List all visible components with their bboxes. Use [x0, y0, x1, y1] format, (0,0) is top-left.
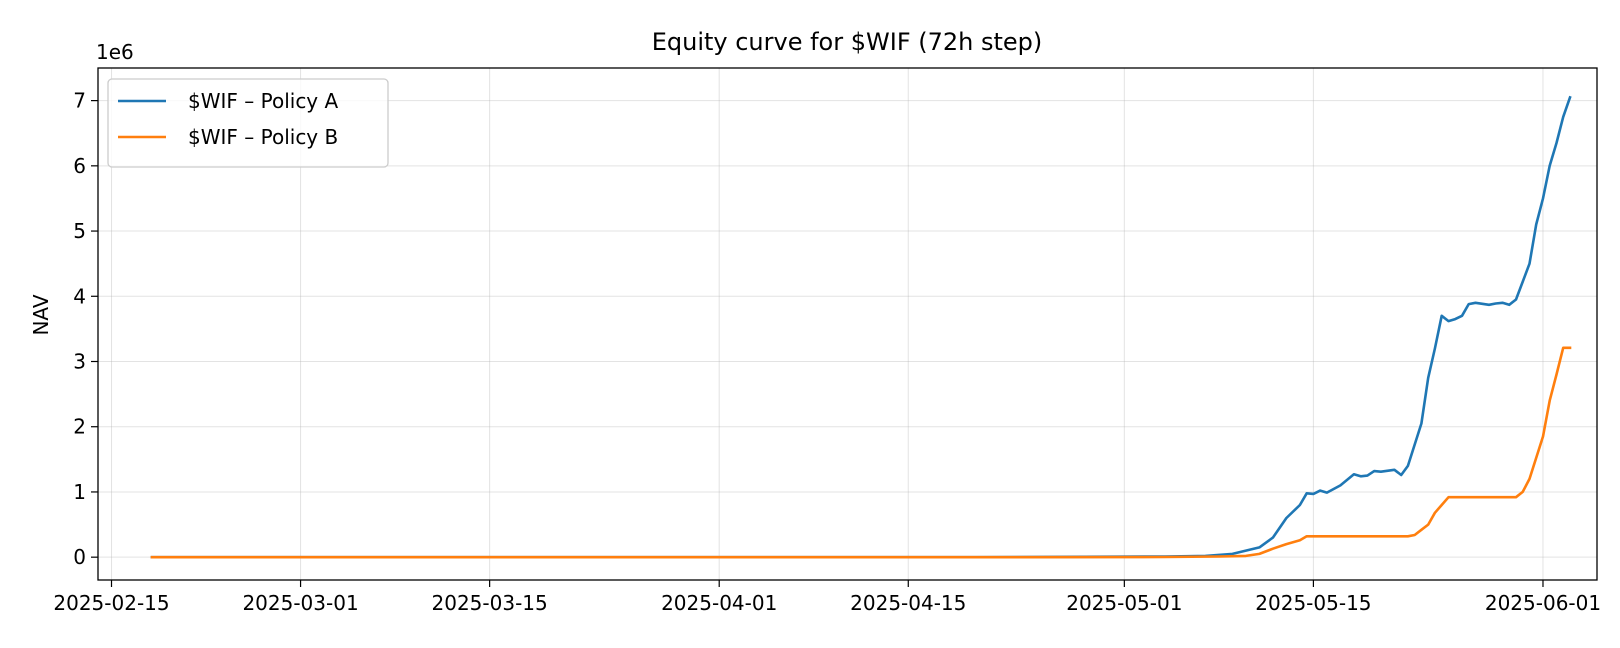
y-tick-label: 1 [73, 480, 86, 504]
x-tick-label: 2025-05-15 [1255, 591, 1371, 615]
x-tick-label: 2025-03-01 [242, 591, 358, 615]
y-tick-label: 4 [73, 284, 86, 308]
x-tick-label: 2025-04-15 [850, 591, 966, 615]
legend: $WIF – Policy A $WIF – Policy B [107, 78, 389, 168]
axis-ticks: 2025-02-15 2025-03-01 2025-03-15 2025-04-01… [53, 89, 1601, 615]
x-tick-label: 2025-03-15 [432, 591, 548, 615]
x-tick-label: 2025-02-15 [53, 591, 169, 615]
series-lines [150, 95, 1572, 559]
y-tick-label: 5 [73, 219, 86, 243]
y-tick-label: 2 [73, 415, 86, 439]
legend-label: $WIF – Policy A [188, 89, 339, 113]
y-axis-label: NAV [29, 294, 53, 335]
y-tick-label: 7 [73, 89, 86, 113]
series-line-policy-a [150, 95, 1572, 559]
legend-label: $WIF – Policy B [188, 125, 338, 149]
y-tick-label: 3 [73, 350, 86, 374]
x-tick-label: 2025-06-01 [1485, 591, 1601, 615]
series-line-policy-b [150, 346, 1572, 559]
y-tick-label: 0 [73, 545, 86, 569]
plot-frame [97, 67, 1598, 581]
legend-box [107, 78, 389, 168]
chart-title: Equity curve for $WIF (72h step) [652, 28, 1043, 56]
y-offset-label: 1e6 [96, 40, 134, 64]
x-tick-label: 2025-04-01 [661, 591, 777, 615]
y-tick-label: 6 [73, 154, 86, 178]
x-tick-label: 2025-05-01 [1066, 591, 1182, 615]
